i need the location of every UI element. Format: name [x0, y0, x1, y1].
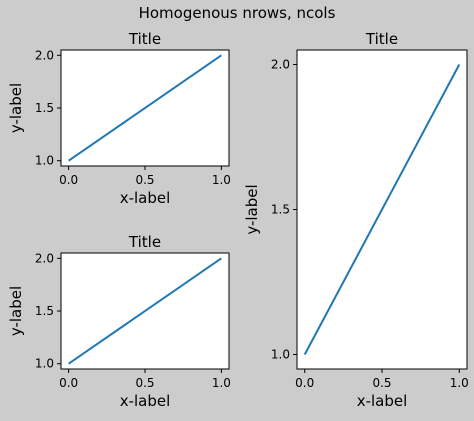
axes-3-ylabel: y-label [243, 184, 261, 234]
axes-1-ytick-label: 1.0 [35, 154, 54, 168]
axes-1-ytick-label: 1.5 [35, 101, 54, 115]
axes-1-xtick-label: 0.0 [59, 173, 78, 187]
axes-2-xlabel: x-label [120, 392, 171, 410]
axes-1-ylabel: y-label [7, 83, 25, 133]
axes-3: 0.0 0.5 1.0 1.0 1.5 2.0 Title x-label y-label [243, 30, 469, 410]
axes-2-ytick-label: 1.0 [35, 357, 54, 371]
axes-2-ylabel: y-label [7, 286, 25, 336]
axes-3-series-line-1 [303, 64, 461, 355]
axes-1-xtick-label: 1.0 [212, 173, 231, 187]
axes-2-ytick-label: 1.5 [35, 304, 54, 318]
axes-3-xtick-label: 0.5 [372, 376, 391, 390]
axes-3-xlabel: x-label [357, 392, 408, 410]
axes-1-ytick-label: 2.0 [35, 48, 54, 62]
axes-2-ytick-label: 2.0 [35, 251, 54, 265]
axes-2-series-line-1 [68, 257, 222, 365]
axes-1-series-line-1 [68, 54, 222, 162]
axes-2: 0.0 0.5 1.0 1.0 1.5 2.0 Title x-label y-label [7, 233, 231, 410]
axes-2-xtick-label: 1.0 [212, 376, 231, 390]
axes-3-ytick-label: 1.5 [271, 203, 290, 217]
axes-3-xtick-label: 0.0 [295, 376, 314, 390]
axes-2-title: Title [128, 233, 161, 251]
axes-1: 0.0 0.5 1.0 1.0 1.5 2.0 Title x-label y-label [7, 30, 231, 207]
axes-1-xlabel: x-label [120, 189, 171, 207]
axes-1-xtick-label: 0.5 [135, 173, 154, 187]
axes-2-xtick-label: 0.5 [135, 376, 154, 390]
axes-1-title: Title [128, 30, 161, 48]
figure-suptitle: Homogenous nrows, ncols [139, 4, 336, 22]
axes-3-xtick-label: 1.0 [450, 376, 469, 390]
axes-2-xtick-label: 0.0 [59, 376, 78, 390]
axes-3-ytick-label: 2.0 [271, 58, 290, 72]
axes-layer: 0.0 0.5 1.01.01.52.0Titlex-labely-label0.0… [7, 30, 469, 410]
axes-3-ytick-label: 1.0 [271, 348, 290, 362]
axes-3-title: Title [365, 30, 398, 48]
